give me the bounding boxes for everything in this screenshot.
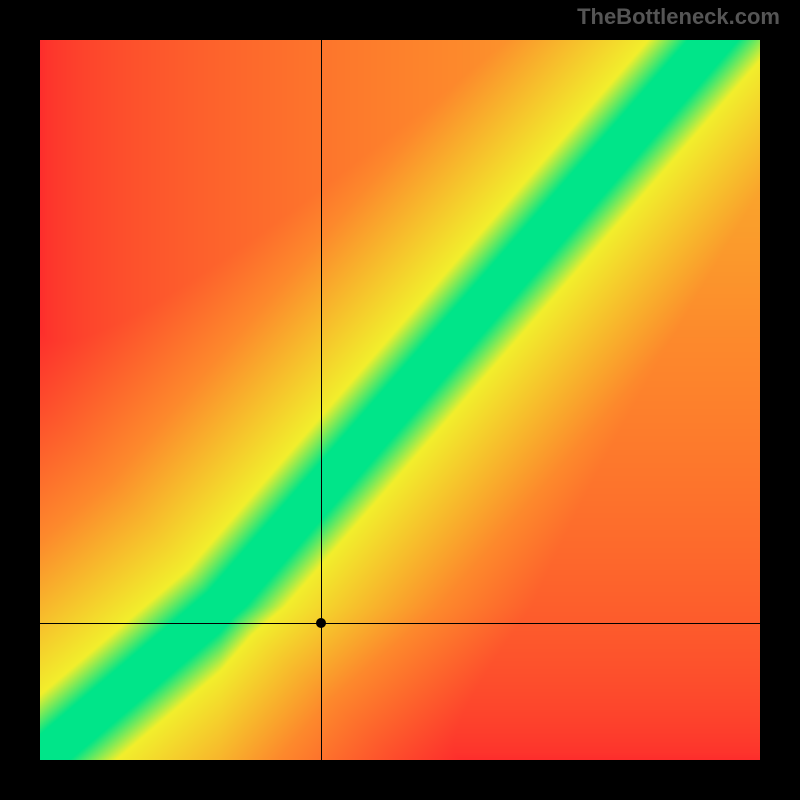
crosshair-horizontal — [40, 623, 760, 624]
crosshair-vertical — [321, 40, 322, 760]
heatmap-plot — [40, 40, 760, 760]
watermark-text: TheBottleneck.com — [577, 4, 780, 30]
heatmap-canvas — [40, 40, 760, 760]
crosshair-marker-dot — [316, 618, 326, 628]
